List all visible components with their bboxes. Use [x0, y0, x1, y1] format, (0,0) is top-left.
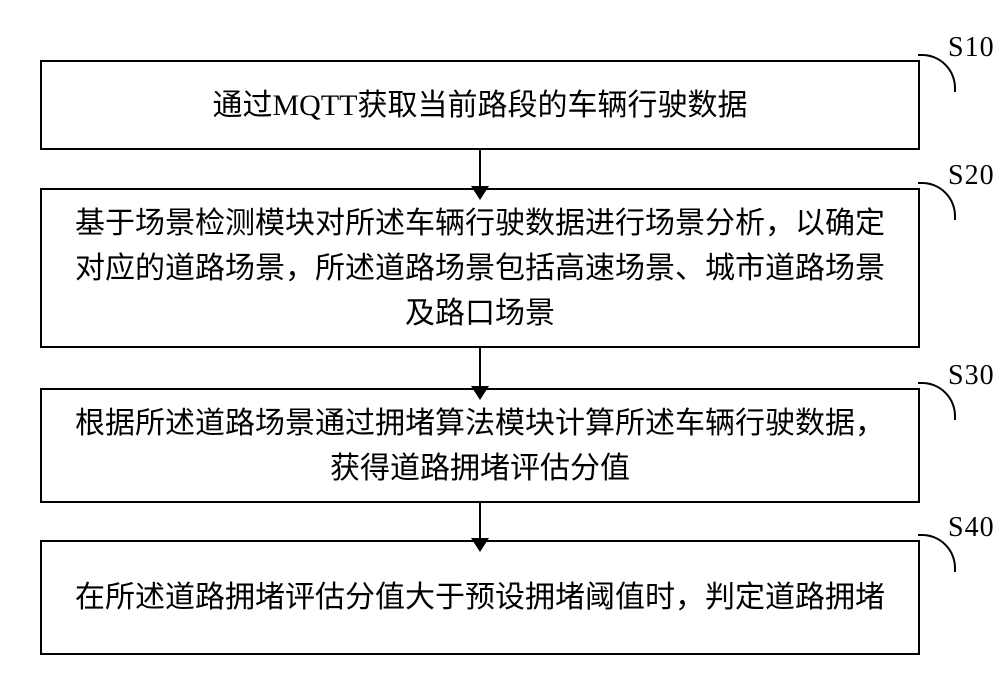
flow-step-text: 根据所述道路场景通过拥堵算法模块计算所述车辆行驶数据，获得道路拥堵评估分值 [66, 401, 894, 491]
flow-step-s30: 根据所述道路场景通过拥堵算法模块计算所述车辆行驶数据，获得道路拥堵评估分值 [40, 388, 920, 503]
step-label-s30: S30 [948, 360, 995, 392]
flow-step-s40: 在所述道路拥堵评估分值大于预设拥堵阈值时，判定道路拥堵 [40, 540, 920, 655]
flow-step-s20: 基于场景检测模块对所述车辆行驶数据进行场景分析，以确定对应的道路场景，所述道路场… [40, 188, 920, 348]
flow-step-text: 通过MQTT获取当前路段的车辆行驶数据 [213, 83, 748, 128]
flow-step-s10: 通过MQTT获取当前路段的车辆行驶数据 [40, 60, 920, 150]
step-label-s20: S20 [948, 160, 995, 192]
step-label-s10: S10 [948, 32, 995, 64]
flow-step-text: 在所述道路拥堵评估分值大于预设拥堵阈值时，判定道路拥堵 [75, 575, 885, 620]
flow-arrow [469, 503, 491, 554]
flow-step-text: 基于场景检测模块对所述车辆行驶数据进行场景分析，以确定对应的道路场景，所述道路场… [66, 201, 894, 336]
flow-arrow [469, 348, 491, 402]
step-label-s40: S40 [948, 512, 995, 544]
flow-arrow [469, 150, 491, 202]
